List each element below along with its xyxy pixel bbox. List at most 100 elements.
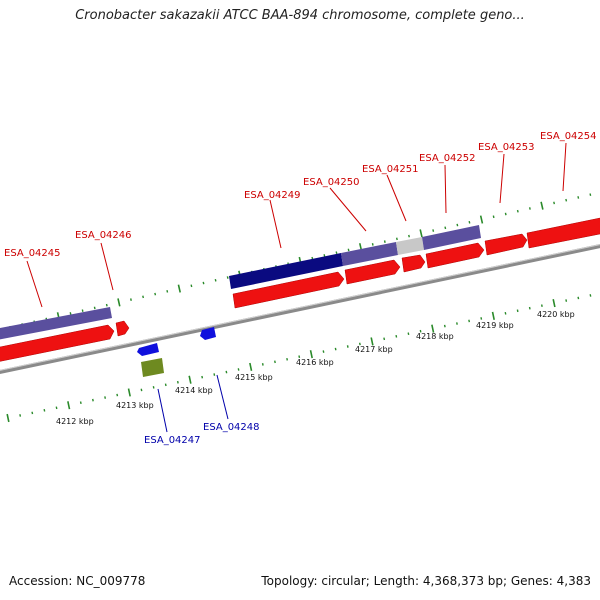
forward-cds-arrow (484, 233, 528, 256)
gene-label[interactable]: ESA_04246 (75, 230, 132, 241)
gene-label[interactable]: ESA_04253 (478, 142, 535, 153)
gene-label[interactable]: ESA_04249 (244, 190, 301, 201)
gene-label[interactable]: ESA_04252 (419, 153, 476, 164)
major-tick (552, 299, 556, 308)
gene-label[interactable]: ESA_04245 (4, 248, 61, 259)
minor-tick (323, 254, 326, 257)
minor-tick (154, 292, 157, 296)
major-tick (177, 284, 181, 293)
minor-tick (432, 229, 435, 232)
major-tick (6, 413, 10, 423)
backbone-highlight (0, 244, 600, 371)
feature-bar-04250 (341, 242, 398, 266)
minor-tick (528, 207, 531, 210)
gene-label[interactable]: ESA_04254 (540, 131, 597, 142)
kbp-label: 4213 kbp (116, 401, 154, 410)
minor-tick (383, 240, 386, 243)
reverse-cds-arrow-04248 (200, 327, 216, 340)
callout-line-04250 (329, 187, 367, 232)
minor-tick (142, 295, 145, 299)
callout-line-04247 (157, 388, 168, 433)
reverse-strand-track (137, 327, 216, 377)
minor-tick (81, 309, 84, 312)
gene-labels-bottom: ESA_04247 ESA_04248 (144, 422, 260, 446)
minor-tick (226, 276, 229, 279)
minor-tick (492, 215, 495, 219)
major-tick (491, 311, 495, 320)
minor-tick (166, 290, 169, 293)
minor-tick (468, 220, 471, 224)
gene-label[interactable]: ESA_04251 (362, 164, 419, 175)
feature-bar-04251 (396, 237, 424, 255)
callout-lines (26, 142, 567, 308)
callout-line-04251 (386, 174, 407, 222)
callout-line-04245 (26, 260, 43, 308)
kbp-label: 4216 kbp (296, 358, 334, 367)
kbp-label: 4220 kbp (537, 310, 575, 319)
minor-tick (577, 196, 580, 199)
minor-tick (456, 223, 459, 227)
genome-summary-text: Topology: circular; Length: 4,368,373 bp… (261, 574, 591, 588)
callout-line-04253 (499, 153, 505, 204)
feature-bar-04245 (0, 307, 112, 340)
minor-tick (93, 306, 96, 310)
minor-tick (444, 226, 447, 230)
gene-labels-top: ESA_04245 ESA_04246 ESA_04249 ESA_04250 … (4, 131, 597, 259)
minor-tick (516, 209, 519, 213)
forward-cds-arrow (115, 320, 130, 337)
gene-label[interactable]: ESA_04247 (144, 435, 201, 446)
kbp-label: 4218 kbp (416, 332, 454, 341)
kbp-labels: 4212 kbp 4213 kbp 4214 kbp 4215 kbp 4216… (56, 310, 575, 426)
forward-strand-track (0, 217, 600, 362)
kbp-label: 4212 kbp (56, 417, 94, 426)
forward-cds-arrow (425, 242, 485, 269)
reverse-cds-arrow-04247 (137, 343, 159, 356)
kbp-label: 4217 kbp (355, 345, 393, 354)
reverse-olive-bar (141, 358, 164, 377)
callout-lines-bottom (157, 374, 229, 433)
feature-bar-04252 (422, 225, 481, 250)
minor-tick (214, 278, 217, 282)
major-tick (117, 298, 121, 307)
minor-tick (105, 303, 108, 307)
minor-tick (504, 212, 507, 216)
minor-tick (553, 201, 556, 205)
minor-tick (202, 281, 205, 285)
forward-cds-arrow (344, 259, 401, 285)
minor-tick (589, 193, 592, 196)
gene-label[interactable]: ESA_04248 (203, 422, 260, 433)
inner-tick-row (6, 294, 592, 423)
minor-tick (190, 284, 193, 288)
major-tick (419, 229, 423, 238)
major-tick (127, 388, 131, 397)
major-tick (540, 201, 544, 210)
forward-cds-arrow (526, 217, 600, 249)
feature-bar-04249 (229, 253, 343, 289)
minor-tick (335, 251, 338, 254)
callout-line-04246 (100, 242, 114, 291)
minor-tick (371, 243, 374, 246)
minor-tick (69, 312, 72, 315)
major-tick (431, 324, 435, 333)
minor-tick (347, 248, 350, 252)
map-title: Cronobacter sakazakii ATCC BAA-894 chrom… (75, 8, 525, 23)
backbone-line (0, 244, 600, 374)
accession-text: Accession: NC_009778 (9, 574, 146, 588)
major-tick (67, 401, 71, 410)
callout-line-04248 (216, 374, 229, 420)
upper-feature-track (0, 225, 481, 340)
callout-line-04254 (562, 142, 567, 192)
forward-cds-arrow (232, 271, 345, 309)
minor-tick (130, 298, 132, 301)
major-tick (479, 215, 484, 224)
gene-label[interactable]: ESA_04250 (303, 177, 360, 188)
kbp-label: 4215 kbp (235, 373, 273, 382)
forward-cds-arrow (0, 324, 115, 362)
minor-tick (395, 237, 398, 241)
callout-line-04252 (444, 164, 447, 214)
major-tick (370, 337, 374, 346)
forward-cds-arrow (401, 254, 426, 273)
minor-tick (408, 234, 410, 238)
callout-line-04249 (269, 199, 282, 249)
